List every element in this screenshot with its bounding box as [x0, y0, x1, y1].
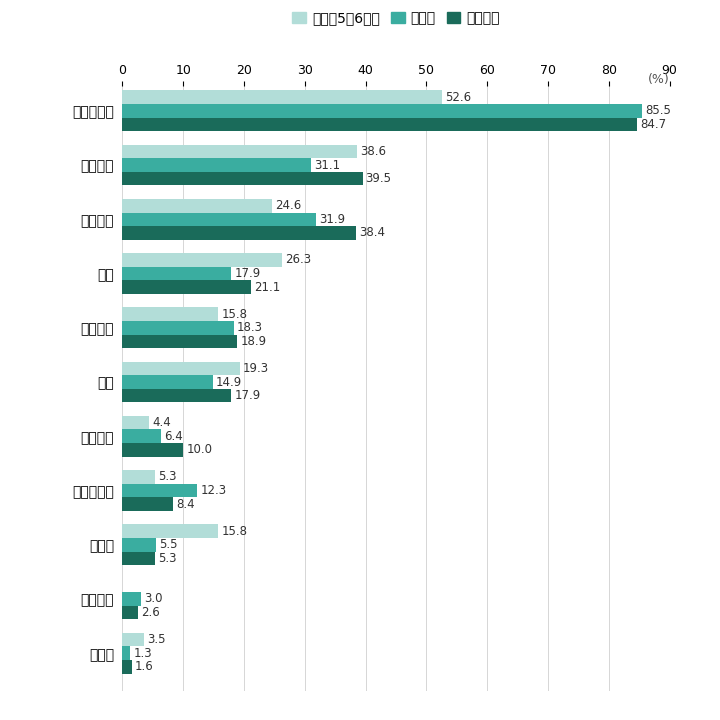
Text: 1.6: 1.6 — [135, 660, 154, 673]
Text: 14.9: 14.9 — [216, 376, 243, 389]
Bar — [122, 538, 156, 552]
Text: 18.3: 18.3 — [237, 321, 263, 334]
Bar — [122, 416, 149, 430]
Text: 5.5: 5.5 — [159, 539, 177, 552]
Bar — [122, 145, 357, 158]
Text: (%): (%) — [648, 73, 670, 86]
Bar — [122, 172, 363, 185]
Bar — [122, 430, 161, 443]
Bar — [122, 321, 234, 335]
Text: 6.4: 6.4 — [164, 430, 183, 443]
Bar — [122, 307, 218, 321]
Text: 38.4: 38.4 — [359, 226, 385, 239]
Bar — [122, 443, 183, 456]
Bar — [122, 253, 282, 266]
Bar — [122, 335, 238, 348]
Text: 31.9: 31.9 — [320, 213, 346, 226]
Text: 5.3: 5.3 — [158, 470, 176, 483]
Text: 15.8: 15.8 — [222, 307, 248, 320]
Text: 38.6: 38.6 — [360, 145, 386, 158]
Bar — [122, 158, 312, 172]
Bar — [122, 199, 272, 212]
Text: 85.5: 85.5 — [645, 104, 671, 117]
Bar — [122, 280, 251, 294]
Text: 24.6: 24.6 — [275, 199, 301, 212]
Text: 26.3: 26.3 — [285, 253, 312, 266]
Text: 12.3: 12.3 — [200, 484, 226, 497]
Text: 21.1: 21.1 — [253, 281, 280, 294]
Text: 17.9: 17.9 — [234, 267, 261, 280]
Text: 5.3: 5.3 — [158, 552, 176, 564]
Bar — [122, 633, 144, 647]
Text: 3.0: 3.0 — [144, 593, 162, 606]
Text: 2.6: 2.6 — [141, 606, 160, 619]
Text: 3.5: 3.5 — [147, 633, 165, 646]
Bar — [122, 361, 240, 375]
Bar — [122, 660, 132, 674]
Bar — [122, 484, 197, 498]
Bar — [122, 647, 130, 660]
Bar — [122, 389, 231, 402]
Bar — [122, 212, 316, 226]
Text: 31.1: 31.1 — [315, 158, 341, 171]
Bar — [122, 117, 637, 131]
Text: 19.3: 19.3 — [243, 362, 269, 375]
Text: 10.0: 10.0 — [186, 444, 212, 456]
Bar — [122, 226, 356, 240]
Text: 17.9: 17.9 — [234, 389, 261, 402]
Bar — [122, 104, 642, 117]
Bar — [122, 524, 218, 538]
Bar — [122, 375, 213, 389]
Bar — [122, 470, 155, 484]
Text: 4.4: 4.4 — [152, 416, 171, 429]
Text: 8.4: 8.4 — [176, 498, 195, 510]
Text: 18.9: 18.9 — [240, 335, 266, 348]
Text: 39.5: 39.5 — [366, 172, 392, 185]
Text: 1.3: 1.3 — [133, 647, 152, 660]
Bar — [122, 552, 155, 565]
Bar — [122, 91, 442, 104]
Text: 84.7: 84.7 — [640, 118, 667, 131]
Bar — [122, 606, 138, 619]
Text: 52.6: 52.6 — [445, 91, 472, 104]
Bar — [122, 498, 174, 511]
Bar — [122, 593, 140, 606]
Bar — [122, 266, 231, 280]
Legend: 小学校5〜6年生, 中学生, 高校生等: 小学校5〜6年生, 中学生, 高校生等 — [287, 6, 505, 31]
Text: 15.8: 15.8 — [222, 525, 248, 538]
